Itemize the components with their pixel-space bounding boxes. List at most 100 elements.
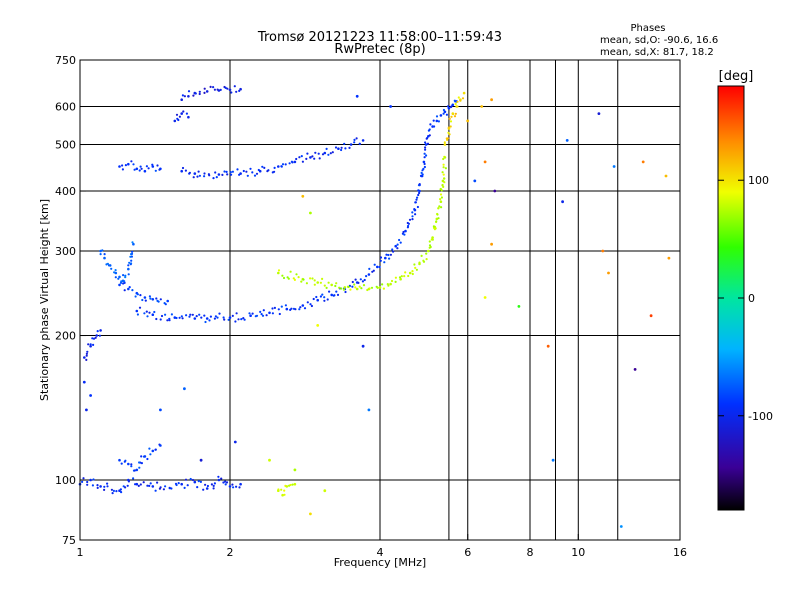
echo-dot bbox=[138, 306, 142, 309]
echo-dot bbox=[214, 171, 217, 174]
scatter-point bbox=[323, 489, 327, 493]
echo-dot bbox=[175, 316, 178, 320]
echo-dot bbox=[284, 304, 287, 307]
scatter-point bbox=[633, 368, 637, 371]
echo-dot bbox=[312, 297, 315, 301]
echo-dot bbox=[335, 282, 338, 285]
echo-dot bbox=[123, 289, 126, 292]
data-point bbox=[439, 114, 443, 117]
echo-dot bbox=[134, 295, 137, 298]
scatter-point bbox=[480, 105, 484, 108]
echo-dot bbox=[413, 208, 416, 211]
echo-dot bbox=[112, 489, 115, 492]
echo-dot bbox=[175, 113, 179, 116]
echo-dot bbox=[238, 89, 241, 92]
echo-dot bbox=[204, 320, 207, 324]
echo-dot bbox=[347, 285, 350, 289]
data-point bbox=[217, 173, 221, 176]
echo-dot bbox=[273, 166, 276, 169]
echo-dot bbox=[289, 270, 292, 273]
echo-dot bbox=[122, 274, 125, 277]
echo-dot bbox=[390, 279, 394, 283]
echo-dot bbox=[277, 308, 280, 311]
echo-dot bbox=[221, 173, 224, 176]
echo-dot bbox=[223, 318, 226, 321]
echo-dot bbox=[447, 131, 450, 134]
echo-dot bbox=[360, 287, 363, 290]
scatter-point bbox=[667, 256, 671, 260]
echo-dot bbox=[263, 166, 266, 169]
data-point bbox=[394, 244, 398, 248]
echo-dot bbox=[433, 125, 436, 128]
echo-dot bbox=[293, 278, 296, 281]
y-tick-label: 750 bbox=[55, 54, 76, 67]
echo-dot bbox=[313, 279, 316, 282]
echo-dot bbox=[368, 267, 371, 270]
echo-dot bbox=[101, 249, 104, 252]
echo-dot bbox=[189, 313, 192, 316]
echo-dot bbox=[323, 299, 326, 302]
echo-dot bbox=[103, 488, 106, 491]
echo-dot bbox=[273, 170, 276, 173]
echo-dot bbox=[418, 261, 421, 264]
scatter-point bbox=[612, 165, 616, 168]
echo-dot bbox=[428, 240, 431, 243]
echo-dot bbox=[207, 173, 210, 176]
data-point bbox=[384, 256, 387, 260]
echo-dot bbox=[132, 163, 135, 166]
echo-dot bbox=[85, 354, 88, 357]
echo-dot bbox=[267, 169, 270, 172]
scatter-point bbox=[551, 458, 555, 462]
echo-dot bbox=[231, 483, 234, 486]
scatter-point bbox=[546, 344, 550, 348]
data-point bbox=[301, 304, 305, 307]
echo-dot bbox=[334, 146, 338, 149]
echo-dot bbox=[305, 282, 308, 285]
echo-dot bbox=[327, 281, 330, 284]
data-point bbox=[166, 299, 169, 303]
echo-dot bbox=[209, 315, 212, 318]
grid-lines bbox=[80, 60, 680, 540]
echo-dot bbox=[365, 275, 368, 278]
echo-dot bbox=[154, 489, 157, 492]
echo-dot bbox=[271, 312, 274, 315]
plot-frame bbox=[79, 59, 681, 541]
data-point bbox=[118, 458, 121, 462]
echo-dot bbox=[123, 280, 126, 283]
echo-dot bbox=[222, 316, 225, 319]
echo-dot bbox=[301, 160, 304, 163]
echo-dot bbox=[184, 478, 188, 481]
scatter-point bbox=[490, 242, 493, 246]
echo-dot bbox=[426, 142, 430, 145]
scatter-point bbox=[565, 139, 569, 142]
echo-dot bbox=[376, 286, 379, 289]
echo-dot bbox=[398, 276, 402, 279]
data-point bbox=[180, 112, 183, 115]
echo-dot bbox=[143, 312, 146, 315]
echo-dot bbox=[144, 299, 147, 302]
data-point bbox=[258, 169, 262, 173]
echo-dot bbox=[138, 169, 141, 172]
echo-dot bbox=[407, 222, 410, 225]
echo-dot bbox=[407, 224, 410, 228]
echo-dot bbox=[442, 185, 445, 188]
data-point bbox=[378, 286, 382, 289]
echo-dot bbox=[383, 261, 386, 264]
echo-dot bbox=[334, 284, 337, 288]
echo-dot bbox=[130, 253, 133, 256]
echo-dot bbox=[96, 330, 99, 333]
echo-dot bbox=[407, 274, 410, 278]
echo-dot bbox=[198, 313, 201, 316]
data-point bbox=[135, 468, 139, 472]
echo-dot bbox=[456, 105, 459, 108]
echo-dot bbox=[240, 318, 243, 321]
echo-dot bbox=[198, 92, 201, 96]
echo-dot bbox=[454, 102, 457, 106]
echo-dot bbox=[186, 484, 189, 487]
echo-dot bbox=[353, 138, 356, 141]
data-point bbox=[193, 317, 197, 320]
echo-dot bbox=[157, 300, 160, 303]
echo-dot bbox=[439, 193, 443, 196]
echo-dot bbox=[287, 277, 290, 280]
echo-dot bbox=[436, 213, 439, 216]
